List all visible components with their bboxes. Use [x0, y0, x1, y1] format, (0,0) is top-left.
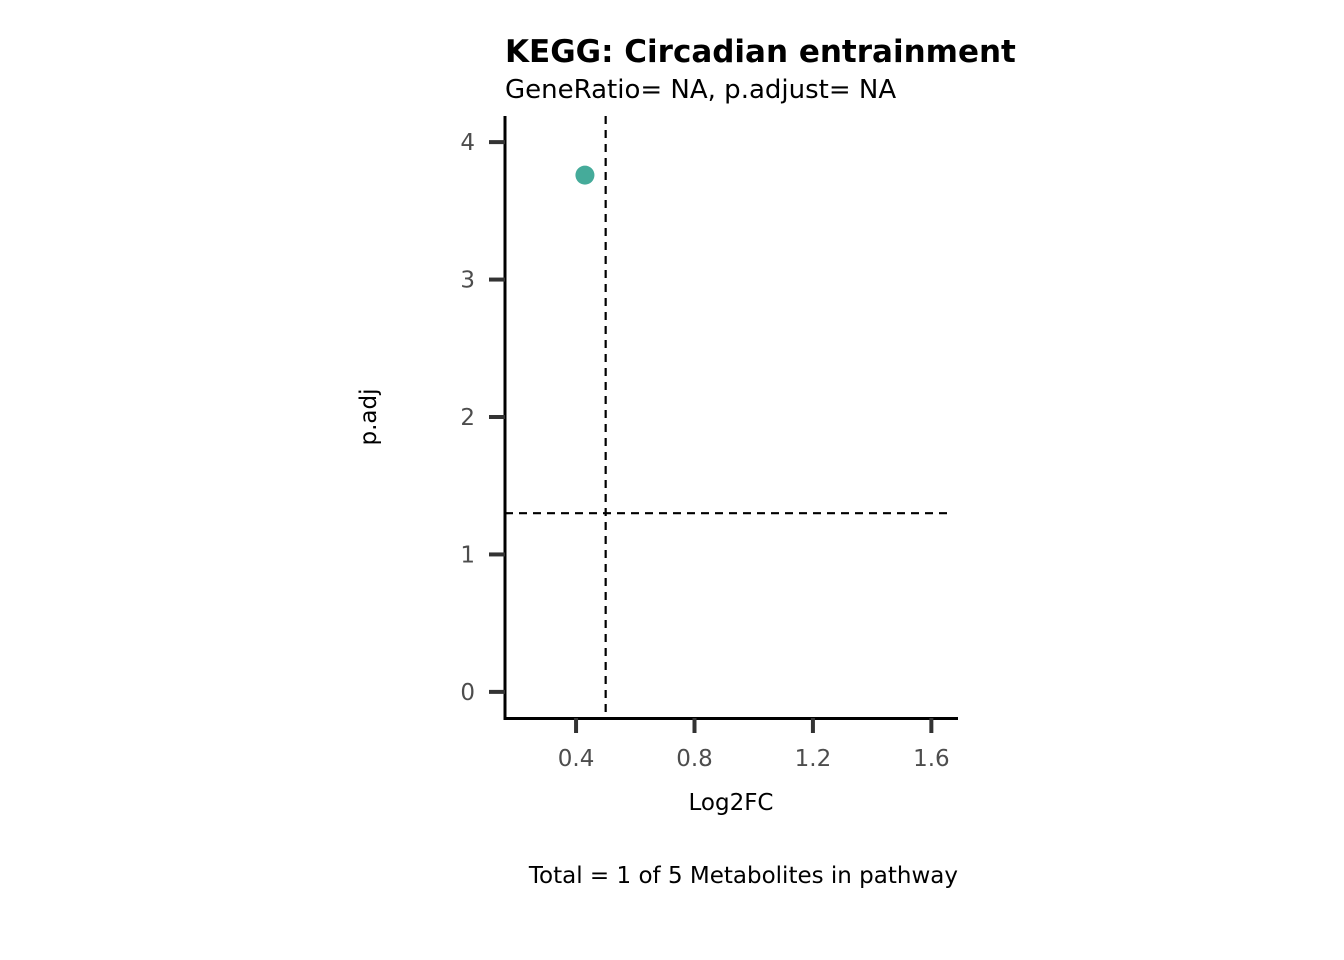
threshold-lines	[505, 116, 950, 718]
chart-subtitle: GeneRatio= NA, p.adjust= NA	[505, 75, 896, 105]
y-axis-title: p.adj	[356, 389, 382, 446]
y-tick-label: 1	[460, 542, 475, 568]
chart-title: KEGG: Circadian entrainment	[505, 34, 1016, 70]
x-axis-title: Log2FC	[688, 790, 773, 816]
y-tick-label: 0	[460, 680, 475, 706]
y-tick-label: 4	[460, 130, 475, 156]
y-tick-label: 3	[460, 268, 475, 294]
axes	[503, 116, 958, 720]
y-tick-label: 2	[460, 405, 475, 431]
data-points	[575, 165, 595, 185]
data-point	[575, 165, 595, 185]
x-tick-label: 0.4	[558, 746, 595, 772]
chart-caption: Total = 1 of 5 Metabolites in pathway	[528, 863, 958, 889]
x-ticks: 0.4 0.8 1.2 1.6	[558, 718, 950, 772]
x-tick-label: 1.6	[913, 746, 950, 772]
x-tick-label: 0.8	[676, 746, 713, 772]
x-tick-label: 1.2	[795, 746, 832, 772]
y-ticks: 0 1 2 3 4	[460, 130, 505, 706]
